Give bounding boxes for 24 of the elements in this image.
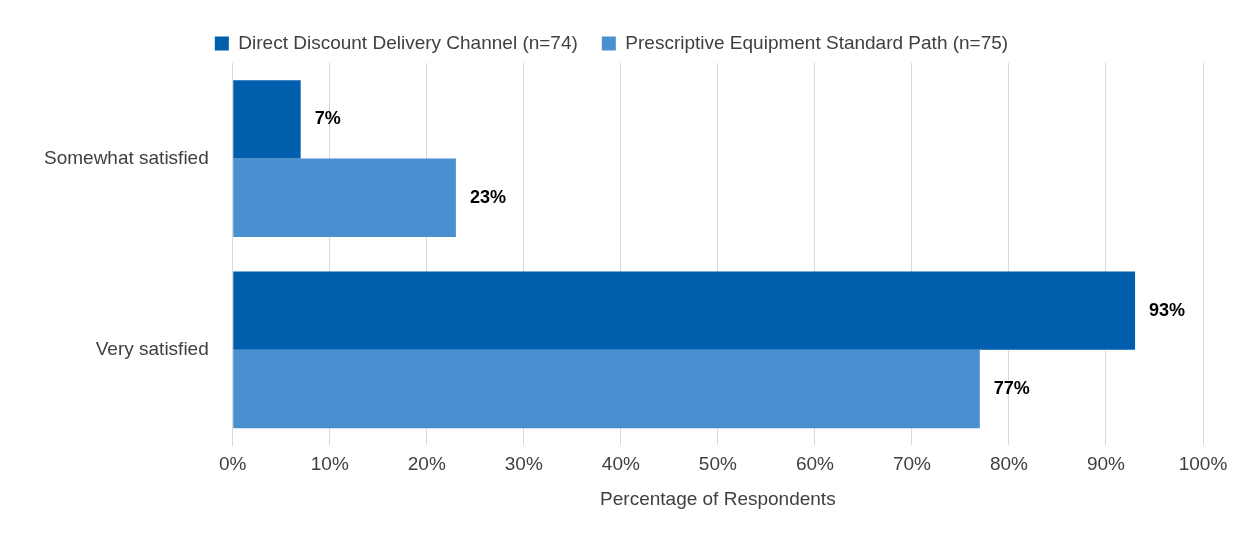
bar <box>233 271 1136 350</box>
data-label: 23% <box>469 186 506 207</box>
x-tick-label: 70% <box>892 453 932 475</box>
data-label: 77% <box>993 377 1030 398</box>
x-tick-label: 50% <box>698 453 737 475</box>
x-tick-label: 30% <box>504 453 543 475</box>
legend-label: Prescriptive Equipment Standard Path (n=75) <box>625 31 1009 53</box>
data-label: 7% <box>314 108 341 129</box>
x-tick-label: 20% <box>407 453 446 475</box>
x-tick-label: 0% <box>219 453 247 475</box>
legend-label: Direct Discount Delivery Channel (n=74) <box>238 31 578 53</box>
bar <box>233 80 301 159</box>
x-tick-label: 100% <box>1178 453 1228 475</box>
x-tick-label: 60% <box>795 453 835 475</box>
x-tick-label: 10% <box>310 453 349 475</box>
bar <box>233 349 980 429</box>
x-tick-label: 90% <box>1086 453 1126 475</box>
x-tick-label: 40% <box>601 453 640 475</box>
y-tick-label: Very satisfied <box>95 338 209 360</box>
y-tick-label: Somewhat satisfied <box>44 146 209 168</box>
x-axis-title: Percentage of Respondents <box>600 487 836 509</box>
bar <box>233 158 456 237</box>
data-label: 93% <box>1149 299 1186 320</box>
x-tick-label: 80% <box>989 453 1029 475</box>
